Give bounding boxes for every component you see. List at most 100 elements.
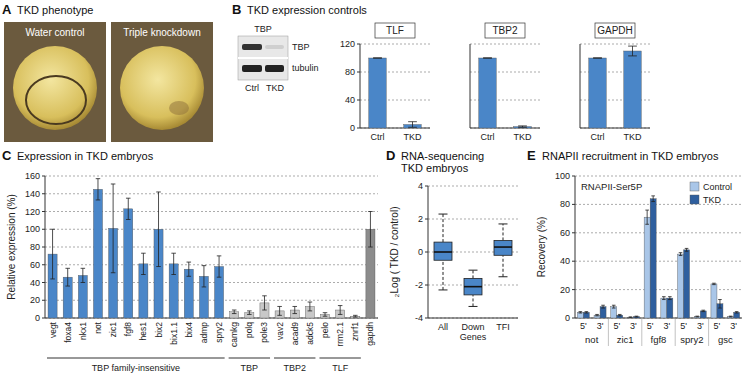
x-tick-label: foxa4: [63, 322, 73, 343]
x-tick-label: rrm2.1: [335, 322, 345, 347]
y-tick-label: 40: [560, 256, 570, 266]
y-tick-label: -4: [415, 313, 423, 323]
whisker: [503, 224, 504, 241]
x-tick-label: DownGenes: [460, 322, 487, 342]
group-label: TBP2: [283, 363, 306, 373]
chart-title: RNAPII-Ser5P: [581, 181, 642, 192]
whisker-cap: [469, 306, 478, 307]
median: [464, 286, 482, 288]
whisker-cap: [439, 214, 448, 215]
x-tick-label: 5': [680, 321, 687, 331]
x-tick-label: TKD: [514, 132, 533, 142]
y-tick-label: 100: [25, 224, 40, 234]
bar: [479, 58, 497, 128]
x-tick-label: 5': [714, 321, 721, 331]
error-bar: [645, 210, 649, 224]
bar: [624, 51, 642, 128]
y-tick-label: 80: [345, 67, 355, 77]
y-tick-label: 100: [555, 171, 570, 181]
x-tick-label: 5': [580, 321, 587, 331]
panel-title: RNAPII recruitment in TKD embryos: [542, 150, 719, 162]
bar: [633, 317, 639, 318]
x-tick-label: 5': [613, 321, 620, 331]
panel-title: Expression in TKD embryos: [17, 150, 154, 162]
band-label: tubulin: [292, 63, 319, 73]
box: [464, 278, 482, 295]
panel-letter: A: [2, 2, 12, 17]
chart-title: TLF: [386, 25, 404, 36]
bar: [369, 58, 387, 128]
error-bar: [595, 314, 599, 315]
x-tick-label-line: All: [438, 322, 448, 332]
x-tick-label: bix1.1: [169, 322, 179, 345]
legend-label: Control: [703, 182, 732, 192]
error-bar: [187, 262, 192, 276]
x-tick-label: 5': [647, 321, 654, 331]
x-tick-label: 3': [630, 321, 637, 331]
x-tick-label: adck5: [305, 322, 315, 345]
x-tick-label: nkx1: [78, 322, 88, 340]
group-label: gsc: [718, 334, 733, 345]
bar: [650, 199, 656, 318]
bars: [369, 58, 422, 128]
x-tick-label: Ctrl: [591, 132, 605, 142]
error-bar: [685, 248, 689, 251]
box: [494, 240, 512, 255]
whisker: [443, 260, 444, 290]
x-tick-label: 3': [663, 321, 670, 331]
error-bar: [111, 184, 116, 273]
x-tick-label: not: [93, 321, 103, 333]
bar: [734, 312, 740, 318]
y-tick-label: 60: [30, 260, 40, 270]
error-bar: [338, 306, 343, 315]
error-bar: [635, 316, 639, 318]
figure: ATKD phenotypeWater controlTriple knockd…: [0, 0, 748, 384]
group-label: zic1: [617, 334, 634, 345]
y-tick-label: 0: [35, 313, 40, 323]
group-separator: [675, 318, 676, 346]
chart-title: TBP2: [492, 25, 517, 36]
error-bar: [579, 312, 583, 313]
band-label: TBP: [292, 42, 310, 52]
x-tick-label-line: Down: [461, 322, 484, 332]
lane-label: Ctrl: [245, 83, 259, 93]
x-tick-label: vav2: [275, 322, 285, 340]
group-bracket: [274, 358, 315, 359]
x-tick-label-line: Genes: [460, 332, 487, 342]
error-bar: [408, 122, 417, 128]
bars: [577, 196, 739, 318]
image-label: Triple knockdown: [123, 27, 200, 38]
x-tick-label: bix4: [184, 322, 194, 338]
error-bar: [695, 316, 699, 318]
chart-title: GAPDH: [597, 25, 633, 36]
bar: [700, 311, 706, 318]
y-axis: [470, 44, 471, 128]
x-tick-label: 3': [597, 321, 604, 331]
bar: [617, 315, 623, 318]
blot: [238, 36, 288, 80]
embryo-photo: [111, 22, 213, 142]
bar: [514, 127, 532, 128]
y-tick-label: 160: [25, 171, 40, 181]
grid-line: [360, 44, 430, 45]
x-tick-label: 3': [697, 321, 704, 331]
error-bar: [662, 297, 666, 300]
x-tick-label: vegt: [48, 321, 58, 338]
error-bar: [65, 268, 70, 286]
group-label: TBP family-insensitive: [92, 363, 180, 373]
boxes: [434, 214, 512, 306]
whisker: [473, 270, 474, 278]
blot-divider: [238, 57, 288, 59]
x-tick-label: pelo: [320, 322, 330, 338]
error-bar: [96, 179, 101, 200]
bar: [351, 316, 360, 318]
error-bar: [701, 310, 705, 311]
y-tick-label: 60: [560, 228, 570, 238]
blot-title: TBP: [254, 24, 272, 34]
y-tick-label: 80: [30, 242, 40, 252]
y-axis: [580, 44, 581, 128]
y-axis-label: Relative expression (%): [6, 194, 17, 300]
error-bar: [202, 266, 207, 287]
y-axis: [360, 44, 361, 128]
x-tick-label: polq: [244, 322, 254, 338]
